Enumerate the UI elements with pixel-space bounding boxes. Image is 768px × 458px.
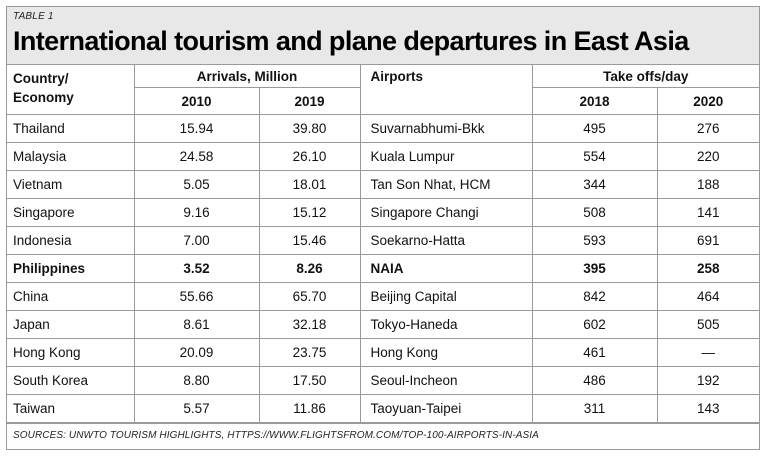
arrivals-2019-cell: 39.80	[258, 114, 361, 143]
airport-cell: Soekarno-Hatta	[359, 226, 533, 255]
country-cell: Indonesia	[7, 226, 135, 255]
arrivals-2010-cell: 20.09	[133, 338, 260, 367]
arrivals-2010-cell: 8.80	[133, 366, 260, 395]
takeoffs-2018-cell: 486	[531, 366, 658, 395]
table-row: Thailand 15.94 39.80 Suvarnabhumi-Bkk 495 276	[7, 114, 759, 143]
airports-header: Airports	[359, 65, 533, 115]
takeoffs-2020-cell: 143	[656, 394, 759, 423]
table-row: Hong Kong 20.09 23.75 Hong Kong 461—	[7, 338, 759, 367]
country-cell: Malaysia	[7, 142, 135, 171]
airport-cell: Seoul-Incheon	[359, 366, 533, 395]
takeoffs-year2-header: 2020	[656, 87, 759, 115]
arrivals-year1-header: 2010	[134, 87, 260, 115]
airport-cell: Beijing Capital	[359, 282, 533, 311]
table-row: Taiwan 5.57 11.86 Taoyuan-Taipei 311 143	[7, 394, 759, 423]
airport-cell: Tan Son Nhat, HCM	[359, 170, 533, 199]
takeoffs-2018-cell: 344	[531, 170, 658, 199]
arrivals-2010-cell: 5.57	[133, 394, 260, 423]
sources-note: SOURCES: UNWTO TOURISM HIGHLIGHTS, HTTPS…	[7, 423, 759, 442]
country-cell: South Korea	[7, 366, 135, 395]
arrivals-2010-cell: 9.16	[133, 198, 260, 227]
airport-cell: Suvarnabhumi-Bkk	[359, 114, 533, 143]
arrivals-2019-cell: 23.75	[258, 338, 361, 367]
table-body: Thailand 15.94 39.80 Suvarnabhumi-Bkk 495 276…	[7, 114, 759, 423]
table-row: Singapore 9.16 15.12 Singapore Changi 508 141	[7, 198, 759, 227]
arrivals-2019-cell: 17.50	[258, 366, 361, 395]
takeoffs-2018-cell: 395	[531, 254, 658, 283]
country-cell: Vietnam	[7, 170, 135, 199]
airport-cell: Taoyuan-Taipei	[359, 394, 533, 423]
country-cell: Japan	[7, 310, 135, 339]
arrivals-2019-cell: 8.26	[258, 254, 361, 283]
table-row: Indonesia 7.00 15.46 Soekarno-Hatta 593 691	[7, 226, 759, 255]
takeoffs-2020-cell: 188	[656, 170, 759, 199]
arrivals-2019-cell: 26.10	[258, 142, 361, 171]
takeoffs-2020-cell: 192	[656, 366, 759, 395]
table-label: TABLE 1	[13, 11, 54, 22]
arrivals-2019-cell: 11.86	[258, 394, 361, 423]
arrivals-header: Arrivals, Million	[133, 65, 361, 88]
header-row-1: Country/Economy Arrivals, Million Airpor…	[7, 65, 759, 115]
arrivals-year2-header: 2019	[258, 87, 361, 115]
takeoffs-2018-cell: 461	[531, 338, 658, 367]
arrivals-2019-cell: 18.01	[258, 170, 361, 199]
country-header-line1: Country/	[13, 71, 69, 86]
takeoffs-year1-header: 2018	[531, 87, 658, 115]
table-title: International tourism and plane departur…	[13, 26, 689, 56]
country-cell: Thailand	[7, 114, 135, 143]
takeoffs-2020-cell: 691	[656, 226, 759, 255]
arrivals-2010-cell: 7.00	[133, 226, 260, 255]
table-row: Malaysia 24.58 26.10 Kuala Lumpur 554 220	[7, 142, 759, 171]
takeoffs-2020-cell: 276	[656, 114, 759, 143]
table-row: South Korea 8.80 17.50 Seoul-Incheon 486 192	[7, 366, 759, 395]
table-row: Philippines 3.52 8.26 NAIA 395 258	[7, 254, 759, 283]
table-container: TABLE 1 International tourism and plane …	[6, 6, 760, 450]
arrivals-2010-cell: 55.66	[133, 282, 260, 311]
takeoffs-2018-cell: 602	[531, 310, 658, 339]
country-cell: Singapore	[7, 198, 135, 227]
table-row: China 55.66 65.70 Beijing Capital 842 464	[7, 282, 759, 311]
country-header: Country/Economy	[7, 65, 135, 115]
takeoffs-2018-cell: 508	[531, 198, 658, 227]
table-row: Vietnam 5.05 18.01 Tan Son Nhat, HCM 344 188	[7, 170, 759, 199]
takeoffs-2020-cell: 258	[656, 254, 759, 283]
arrivals-2019-cell: 65.70	[258, 282, 361, 311]
takeoffs-2018-cell: 311	[531, 394, 658, 423]
takeoffs-2020-cell: 220	[656, 142, 759, 171]
country-cell: Taiwan	[7, 394, 135, 423]
arrivals-2019-cell: 15.12	[258, 198, 361, 227]
takeoffs-2018-cell: 842	[531, 282, 658, 311]
arrivals-2019-cell: 15.46	[258, 226, 361, 255]
arrivals-2010-cell: 24.58	[133, 142, 260, 171]
arrivals-2010-cell: 5.05	[133, 170, 260, 199]
arrivals-2010-cell: 8.61	[133, 310, 260, 339]
arrivals-2010-cell: 3.52	[133, 254, 260, 283]
country-cell: Hong Kong	[7, 338, 135, 367]
airport-cell: NAIA	[359, 254, 533, 283]
takeoffs-2018-cell: 554	[531, 142, 658, 171]
table-row: Japan 8.61 32.18 Tokyo-Haneda 602 505	[7, 310, 759, 339]
takeoffs-2020-cell: —	[656, 338, 759, 367]
airport-cell: Kuala Lumpur	[359, 142, 533, 171]
country-cell: China	[7, 282, 135, 311]
takeoffs-header: Take offs/day	[531, 65, 759, 88]
takeoffs-2018-cell: 593	[531, 226, 658, 255]
table-head: Country/Economy Arrivals, Million Airpor…	[7, 65, 759, 115]
airport-cell: Singapore Changi	[359, 198, 533, 227]
country-header-line2: Economy	[13, 90, 74, 105]
country-cell: Philippines	[7, 254, 135, 283]
takeoffs-2020-cell: 464	[656, 282, 759, 311]
takeoffs-2020-cell: 505	[656, 310, 759, 339]
arrivals-2010-cell: 15.94	[133, 114, 260, 143]
takeoffs-2020-cell: 141	[656, 198, 759, 227]
airport-cell: Tokyo-Haneda	[359, 310, 533, 339]
table-header: TABLE 1 International tourism and plane …	[7, 7, 759, 65]
airport-cell: Hong Kong	[359, 338, 533, 367]
tourism-table: Country/Economy Arrivals, Million Airpor…	[7, 65, 759, 423]
takeoffs-2018-cell: 495	[531, 114, 658, 143]
arrivals-2019-cell: 32.18	[258, 310, 361, 339]
